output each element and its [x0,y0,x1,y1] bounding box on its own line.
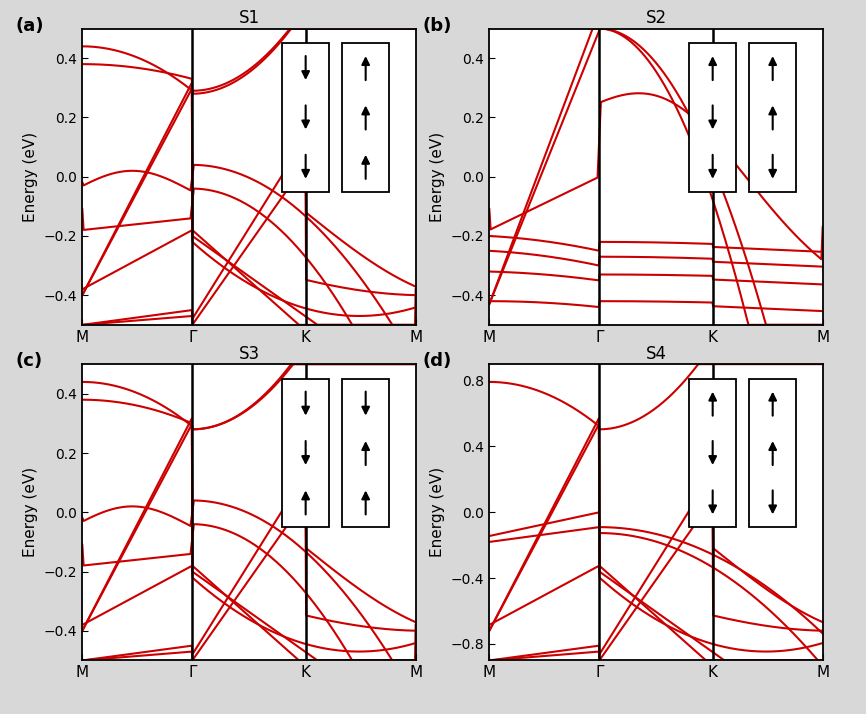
Text: (d): (d) [423,352,452,371]
Y-axis label: Energy (eV): Energy (eV) [23,131,38,222]
Bar [282,379,329,527]
Text: (a): (a) [16,16,44,35]
Title: S1: S1 [238,9,260,27]
Bar [342,379,389,527]
Bar [282,44,329,191]
Y-axis label: Energy (eV): Energy (eV) [430,131,445,222]
Text: (c): (c) [16,352,42,371]
Bar [749,44,796,191]
Y-axis label: Energy (eV): Energy (eV) [23,467,38,558]
Y-axis label: Energy (eV): Energy (eV) [430,467,445,558]
Text: (b): (b) [423,16,452,35]
Title: S2: S2 [645,9,667,27]
Title: S3: S3 [238,345,260,363]
Bar [689,379,736,527]
Bar [749,379,796,527]
Title: S4: S4 [645,345,667,363]
Bar [689,44,736,191]
Bar [342,44,389,191]
